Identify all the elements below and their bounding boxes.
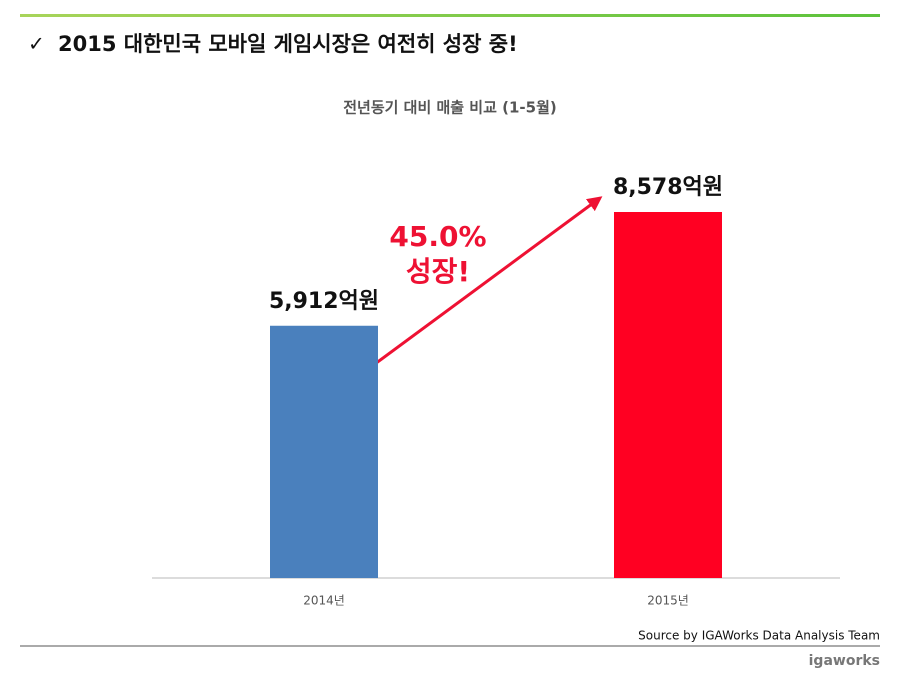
top-rule	[20, 14, 880, 17]
logo: igaworks	[809, 653, 880, 669]
bar	[614, 212, 722, 578]
chart-title: 전년동기 대비 매출 비교 (1-5월)	[343, 99, 557, 117]
check-icon: ✓	[28, 32, 45, 56]
annotation: 성장!	[406, 255, 470, 288]
x-tick-label: 2014년	[303, 594, 345, 608]
slide-title: 2015 대한민국 모바일 게임시장은 여전히 성장 중!	[58, 32, 518, 56]
x-tick-label: 2015년	[647, 594, 689, 608]
source-note: Source by IGAWorks Data Analysis Team	[638, 629, 880, 643]
bar	[270, 325, 378, 578]
value-label: 5,912억원	[269, 289, 379, 314]
value-label: 8,578억원	[613, 175, 723, 200]
annotation: 45.0%	[389, 220, 486, 253]
